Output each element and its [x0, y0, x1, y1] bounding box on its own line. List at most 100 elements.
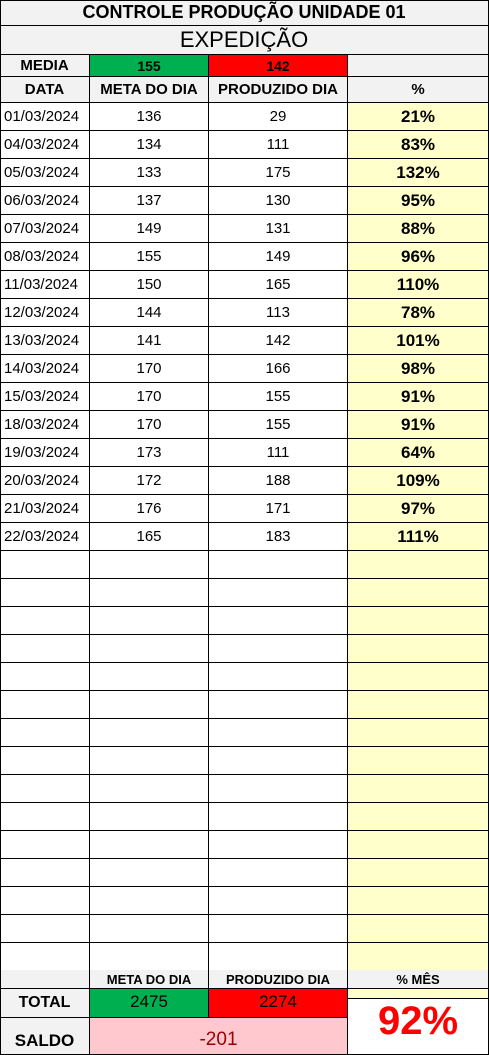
- cell-produzido: [209, 579, 348, 607]
- media-empty: [348, 55, 489, 77]
- cell-produzido: [209, 607, 348, 635]
- footer-produzido-header: PRODUZIDO DIA: [209, 970, 348, 989]
- cell-produzido: [209, 635, 348, 663]
- cell-produzido: 183: [209, 523, 348, 551]
- cell-data: 12/03/2024: [0, 299, 90, 327]
- media-meta: 155: [90, 55, 209, 77]
- cell-pct: 132%: [348, 159, 489, 187]
- cell-produzido: 171: [209, 495, 348, 523]
- cell-data: [0, 915, 90, 943]
- cell-data: [0, 691, 90, 719]
- cell-data: 08/03/2024: [0, 243, 90, 271]
- cell-produzido: 130: [209, 187, 348, 215]
- cell-produzido: [209, 551, 348, 579]
- media-produzido: 142: [209, 55, 348, 77]
- cell-pct: 83%: [348, 131, 489, 159]
- cell-pct: [348, 579, 489, 607]
- header-meta: META DO DIA: [90, 77, 209, 103]
- cell-produzido: [209, 859, 348, 887]
- cell-pct: [348, 915, 489, 943]
- cell-pct: [348, 691, 489, 719]
- cell-pct: 91%: [348, 411, 489, 439]
- total-produzido: 2274: [209, 989, 348, 1018]
- cell-pct: [348, 635, 489, 663]
- cell-meta: [90, 663, 209, 691]
- cell-data: 01/03/2024: [0, 103, 90, 131]
- cell-data: 18/03/2024: [0, 411, 90, 439]
- cell-produzido: 111: [209, 439, 348, 467]
- cell-meta: 133: [90, 159, 209, 187]
- cell-produzido: [209, 775, 348, 803]
- cell-meta: 137: [90, 187, 209, 215]
- media-label: MEDIA: [0, 55, 90, 77]
- cell-meta: [90, 887, 209, 915]
- cell-produzido: 188: [209, 467, 348, 495]
- cell-produzido: 155: [209, 383, 348, 411]
- cell-data: [0, 887, 90, 915]
- header-produzido: PRODUZIDO DIA: [209, 77, 348, 103]
- cell-data: 14/03/2024: [0, 355, 90, 383]
- cell-produzido: [209, 663, 348, 691]
- cell-pct: [348, 943, 489, 971]
- cell-data: [0, 803, 90, 831]
- cell-pct: 21%: [348, 103, 489, 131]
- cell-meta: [90, 719, 209, 747]
- cell-data: [0, 859, 90, 887]
- cell-meta: 149: [90, 215, 209, 243]
- cell-data: 22/03/2024: [0, 523, 90, 551]
- cell-produzido: 131: [209, 215, 348, 243]
- cell-meta: [90, 551, 209, 579]
- cell-pct: 109%: [348, 467, 489, 495]
- cell-meta: 170: [90, 383, 209, 411]
- cell-data: [0, 831, 90, 859]
- cell-produzido: 149: [209, 243, 348, 271]
- cell-produzido: [209, 747, 348, 775]
- cell-produzido: 142: [209, 327, 348, 355]
- cell-meta: [90, 635, 209, 663]
- header-pct: %: [348, 77, 489, 103]
- cell-data: [0, 551, 90, 579]
- footer-meta-header: META DO DIA: [90, 970, 209, 989]
- cell-produzido: [209, 719, 348, 747]
- cell-produzido: 113: [209, 299, 348, 327]
- cell-pct: [348, 607, 489, 635]
- saldo-value: -201: [90, 1018, 348, 1055]
- cell-pct: 96%: [348, 243, 489, 271]
- cell-pct: [348, 719, 489, 747]
- cell-meta: 165: [90, 523, 209, 551]
- cell-pct: 98%: [348, 355, 489, 383]
- cell-pct: 97%: [348, 495, 489, 523]
- cell-pct: 101%: [348, 327, 489, 355]
- cell-meta: [90, 915, 209, 943]
- cell-pct: [348, 747, 489, 775]
- cell-data: [0, 579, 90, 607]
- cell-pct: [348, 803, 489, 831]
- cell-data: 04/03/2024: [0, 131, 90, 159]
- cell-meta: [90, 747, 209, 775]
- cell-pct: 78%: [348, 299, 489, 327]
- cell-data: 13/03/2024: [0, 327, 90, 355]
- cell-data: [0, 635, 90, 663]
- cell-produzido: [209, 915, 348, 943]
- cell-meta: 176: [90, 495, 209, 523]
- cell-meta: [90, 775, 209, 803]
- cell-meta: [90, 859, 209, 887]
- cell-data: [0, 719, 90, 747]
- cell-pct: 95%: [348, 187, 489, 215]
- cell-meta: 172: [90, 467, 209, 495]
- total-meta: 2475: [90, 989, 209, 1018]
- cell-meta: [90, 831, 209, 859]
- cell-produzido: 175: [209, 159, 348, 187]
- pct-mes-value: 92%: [348, 989, 489, 1055]
- saldo-label: SALDO: [0, 1018, 90, 1055]
- cell-meta: 170: [90, 355, 209, 383]
- cell-pct: [348, 887, 489, 915]
- cell-meta: 141: [90, 327, 209, 355]
- cell-data: 21/03/2024: [0, 495, 90, 523]
- cell-data: 05/03/2024: [0, 159, 90, 187]
- header-data: DATA: [0, 77, 90, 103]
- cell-meta: [90, 943, 209, 971]
- cell-produzido: [209, 943, 348, 971]
- cell-meta: [90, 607, 209, 635]
